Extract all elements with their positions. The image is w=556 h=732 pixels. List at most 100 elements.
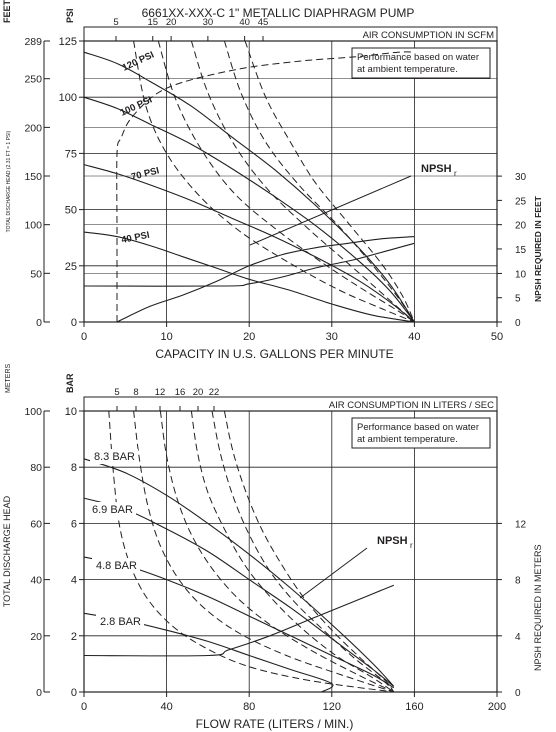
c1-air-consumption-curve [190,40,415,323]
c2-left-tick-label: 2 [71,631,77,643]
c2-air-consumption-curve [190,410,395,693]
c1-left-tick-label: 75 [65,148,77,160]
c2-left-tick-label: 8 [71,462,77,474]
c2-x-tick-label: 80 [243,701,255,713]
c1-series-line [83,51,415,323]
c1-note-line: Performance based on water [357,52,479,63]
c2-note-box [351,417,491,449]
c1-air-consumption-curve [133,40,415,323]
c1-series-line [116,236,415,323]
c1-npsh-label: NPSH [421,163,452,175]
c1-x-tick-label: 10 [160,331,172,343]
c1-x-tick-label: 40 [408,331,420,343]
c1-right-tick-label: 15 [515,245,527,256]
c1-series-line [83,164,415,323]
c2-npsh-leader [299,547,368,599]
c1-far-left-tick-label: 289 [24,36,42,48]
c1-left-tick-label: 125 [59,36,77,48]
c1-air-tick-label: 20 [166,17,177,28]
c2-x-tick-label: 160 [405,701,423,713]
c2-far-left-tick-label: 40 [30,575,42,587]
c1-npsh-leader [249,175,412,246]
c2-far-left-tick-label: 100 [24,406,42,418]
c2-far-left-axis-unit: METERS [5,364,12,394]
c2-left-tick-label: 0 [71,687,77,699]
c1-x-tick-label: 20 [243,331,255,343]
c2-far-left-tick-label: 80 [30,462,42,474]
c2-air-tick-label: 16 [175,387,186,398]
c1-y-axis-title: TOTAL DISCHARGE HEAD (2.31 FT = 1 PSI) [6,130,12,232]
c2-far-left-tick-label: 20 [30,631,42,643]
c1-left-axis-unit: PSI [65,8,75,23]
c2-series-label-bg [88,502,136,517]
c2-air-tick-label: 22 [209,387,220,398]
c2-right-tick-label: 8 [515,576,521,587]
c2-air-consumption-curve [211,410,395,693]
c1-x-tick-label: 50 [491,331,503,343]
c1-right-tick-label: 5 [515,294,521,305]
c2-left-tick-label: 6 [71,518,77,530]
c2-air-consumption-label: AIR CONSUMPTION IN LITERS / SEC [329,400,494,411]
c1-right-tick-label: 25 [515,196,527,207]
c2-x-axis-title: FLOW RATE (LITERS / MIN.) [196,717,354,731]
c1-left-tick-label: 0 [71,317,77,329]
c1-note-line: at ambient temperature. [357,64,458,75]
c1-far-left-tick-label: 150 [24,171,42,183]
c1-series-line [83,96,415,323]
c2-air-tick-label: 5 [114,387,119,398]
c1-plot-frame [83,40,498,323]
c1-air-tick-label: 5 [113,17,118,28]
c1-x-tick-label: 0 [81,331,87,343]
c2-right-tick-label: 4 [515,632,521,643]
c2-air-tick-label: 12 [155,387,166,398]
c1-far-left-tick-label: 50 [30,268,42,280]
c2-air-consumption-curve [108,410,394,693]
c2-x-tick-label: 120 [323,701,341,713]
c1-far-left-tick-label: 250 [24,74,42,86]
c1-left-tick-label: 100 [59,92,77,104]
c2-left-axis-unit: BAR [65,373,75,393]
c1-right-tick-label: 20 [515,221,527,232]
c1-air-consumption-curve [116,51,415,322]
c2-air-consumption-curve [223,410,395,693]
c1-far-left-tick-label: 200 [24,122,42,134]
c1-air-consumption-curve [244,40,415,323]
c2-plot-frame [83,410,498,693]
c1-far-left-axis-unit: FEET [2,0,12,23]
c2-series-label: 4.8 BAR [96,560,137,572]
c1-series-label: 100 PSI [119,94,154,118]
c2-air-consumption-curve [159,410,395,693]
c1-air-consumption-curve [157,40,415,323]
c1-note-box [351,47,491,79]
c2-right-tick-label: 0 [515,688,521,699]
c2-x-tick-label: 200 [488,701,506,713]
c2-npsh-subscript: r [410,541,413,550]
c2-series-line [83,584,395,657]
page-title: 6661XX-XXX-C 1" METALLIC DIAPHRAGM PUMP [141,6,415,20]
c1-npsh-subscript: r [454,169,457,178]
c2-series-label-bg [92,558,140,573]
c1-right-axis-title: NPSH REQUIRED IN FEET [533,195,543,302]
c2-note-line: Performance based on water [357,422,479,433]
c2-x-tick-label: 0 [81,701,87,713]
c1-air-tick-label: 30 [203,17,214,28]
c2-far-left-tick-label: 0 [36,687,42,699]
c2-series-line [83,458,395,687]
c1-far-left-tick-label: 0 [36,317,42,329]
c1-air-consumption-curve [223,40,415,323]
c1-series-line [83,242,415,287]
c1-far-left-tick-label: 100 [24,220,42,232]
c2-right-axis-title: NPSH REQUIRED IN METERS [533,544,543,671]
c2-air-consumption-curve [133,410,394,693]
c2-x-tick-label: 40 [160,701,172,713]
c1-x-tick-label: 30 [326,331,338,343]
c1-right-tick-label: 0 [515,318,521,329]
c2-series-label: 2.8 BAR [100,616,141,628]
c1-series-label: 120 PSI [121,49,156,73]
c2-series-label: 8.3 BAR [94,451,135,463]
c1-air-consumption-label: AIR CONSUMPTION IN SCFM [363,30,495,41]
c2-air-tick-label: 20 [193,387,204,398]
c2-series-label: 6.9 BAR [92,504,133,516]
c1-air-tick-label: 40 [239,17,250,28]
